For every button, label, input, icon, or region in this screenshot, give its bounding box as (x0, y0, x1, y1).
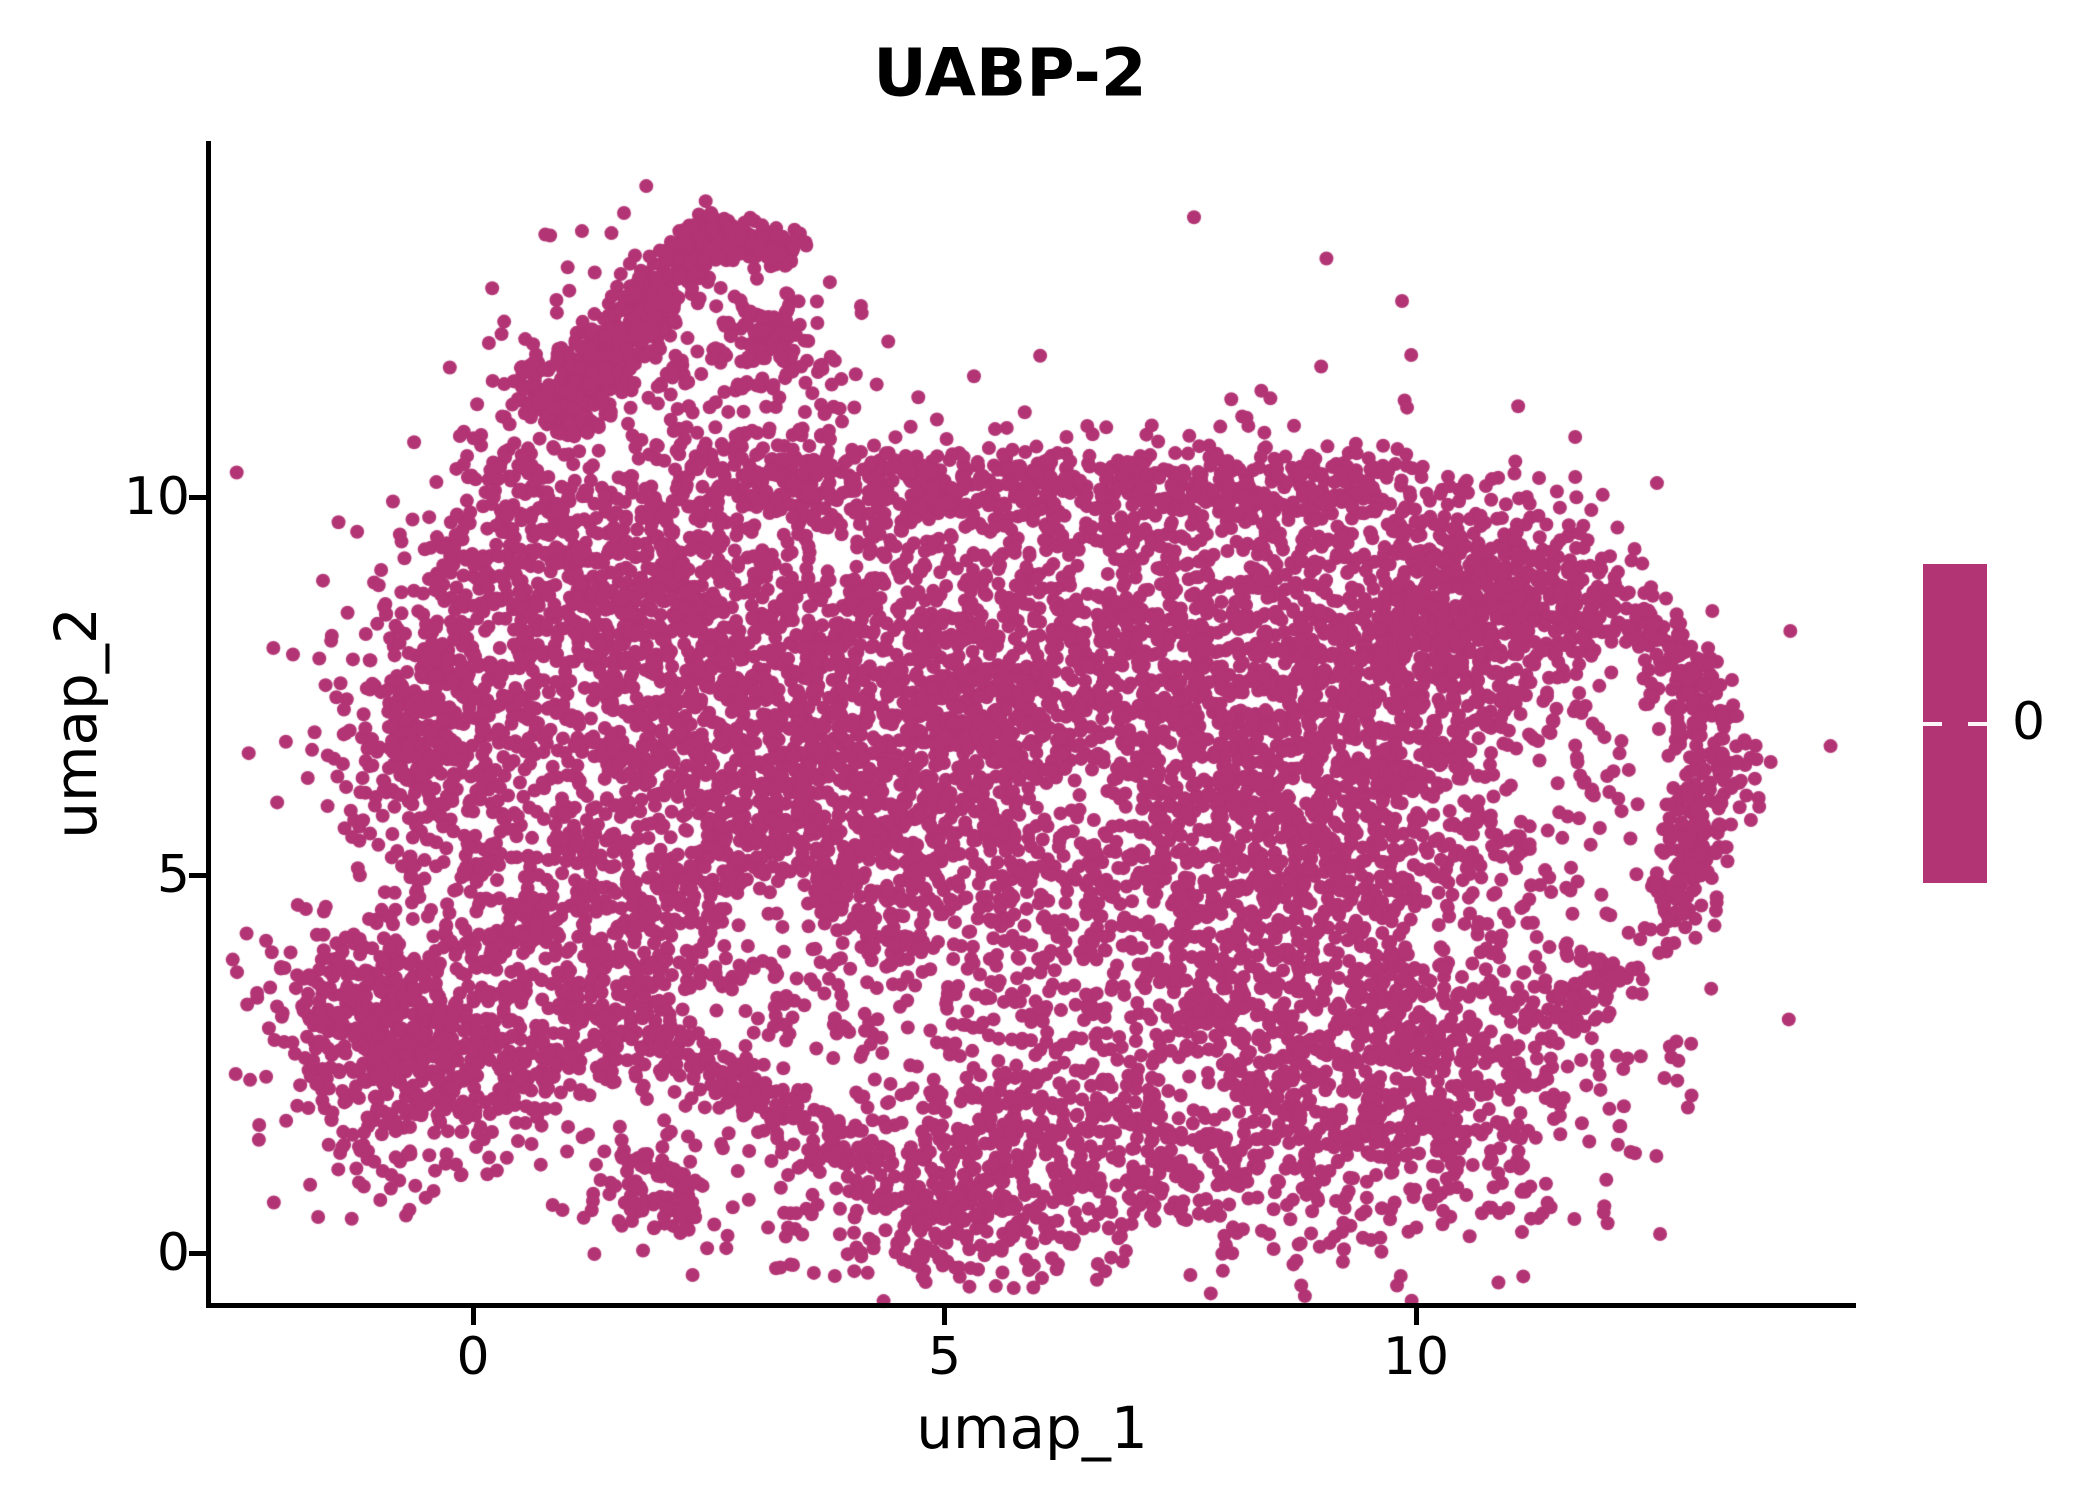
y-tick-mark-0 (189, 1250, 206, 1256)
y-axis-line (206, 141, 211, 1308)
x-tick-label-2: 10 (1382, 1327, 1450, 1387)
y-tick-mark-1 (189, 872, 206, 878)
x-axis-line (206, 1303, 1856, 1308)
y-tick-label-1: 5 (156, 845, 190, 905)
y-tick-label-0: 0 (156, 1223, 190, 1283)
x-tick-label-1: 5 (927, 1327, 962, 1387)
x-axis-title: umap_1 (916, 1394, 1148, 1462)
x-tick-mark-0 (470, 1308, 476, 1325)
y-axis-title: umap_2 (42, 607, 110, 839)
x-tick-mark-1 (942, 1308, 947, 1325)
x-tick-label-0: 0 (456, 1327, 490, 1387)
x-tick-mark-2 (1413, 1308, 1419, 1325)
y-tick-label-2: 10 (123, 467, 190, 527)
y-tick-mark-2 (189, 494, 206, 500)
